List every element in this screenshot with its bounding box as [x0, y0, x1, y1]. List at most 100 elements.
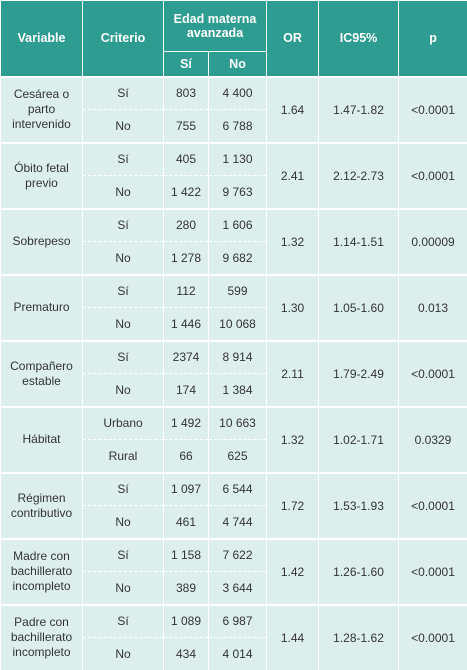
p-cell: 0.013 [399, 275, 467, 341]
header-cell: Criterio [83, 1, 164, 77]
ic-cell: 2.12-2.73 [319, 143, 399, 209]
si-cell: 1 446 [164, 308, 209, 341]
criterio-cell: Sí [83, 539, 164, 572]
criterio-cell: No [83, 308, 164, 341]
criterio-cell: No [83, 506, 164, 539]
ic-cell: 1.28-1.62 [319, 605, 399, 670]
si-cell: 1 097 [164, 473, 209, 506]
criterio-cell: Sí [83, 605, 164, 638]
no-cell: 10 663 [209, 407, 267, 440]
variable-cell: Hábitat [1, 407, 83, 473]
criterio-cell: Rural [83, 440, 164, 473]
p-cell: <0.0001 [399, 143, 467, 209]
ic-cell: 1.26-1.60 [319, 539, 399, 605]
variable-cell: Prematuro [1, 275, 83, 341]
no-cell: 7 622 [209, 539, 267, 572]
si-cell: 1 089 [164, 605, 209, 638]
variable-cell: Madre con bachillerato incompleto [1, 539, 83, 605]
criterio-cell: No [83, 572, 164, 605]
criterio-cell: Sí [83, 209, 164, 242]
si-cell: 389 [164, 572, 209, 605]
ic-cell: 1.79-2.49 [319, 341, 399, 407]
no-cell: 6 788 [209, 110, 267, 143]
variable-cell: Régimen contributivo [1, 473, 83, 539]
si-cell: 405 [164, 143, 209, 176]
si-cell: 803 [164, 77, 209, 110]
si-cell: 112 [164, 275, 209, 308]
table-header: Variable Criterio Edad materna avanzada … [1, 1, 467, 77]
header-cell: p [399, 1, 467, 77]
or-cell: 1.42 [267, 539, 319, 605]
no-cell: 9 682 [209, 242, 267, 275]
no-cell: 3 644 [209, 572, 267, 605]
header-cell: Variable [1, 1, 83, 77]
or-cell: 1.64 [267, 77, 319, 143]
variable-cell: Compañero estable [1, 341, 83, 407]
si-cell: 755 [164, 110, 209, 143]
or-cell: 1.72 [267, 473, 319, 539]
variable-cell: Óbito fetal previo [1, 143, 83, 209]
no-cell: 4 400 [209, 77, 267, 110]
header-cell: Edad materna avanzada [164, 1, 267, 52]
criterio-cell: No [83, 242, 164, 275]
no-cell: 1 606 [209, 209, 267, 242]
or-cell: 2.11 [267, 341, 319, 407]
p-cell: <0.0001 [399, 473, 467, 539]
or-cell: 1.44 [267, 605, 319, 670]
criterio-cell: Urbano [83, 407, 164, 440]
no-cell: 6 544 [209, 473, 267, 506]
si-cell: 174 [164, 374, 209, 407]
criterio-cell: No [83, 374, 164, 407]
no-cell: 4 744 [209, 506, 267, 539]
no-cell: 599 [209, 275, 267, 308]
or-cell: 1.32 [267, 407, 319, 473]
p-cell: <0.0001 [399, 539, 467, 605]
criterio-cell: Sí [83, 77, 164, 110]
header-cell: Sí [164, 52, 209, 77]
or-cell: 1.32 [267, 209, 319, 275]
no-cell: 9 763 [209, 176, 267, 209]
variable-cell: Sobrepeso [1, 209, 83, 275]
header-cell: No [209, 52, 267, 77]
no-cell: 4 014 [209, 638, 267, 670]
header-cell: IC95% [319, 1, 399, 77]
no-cell: 6 987 [209, 605, 267, 638]
or-cell: 2.41 [267, 143, 319, 209]
si-cell: 280 [164, 209, 209, 242]
criterio-cell: Sí [83, 275, 164, 308]
no-cell: 1 130 [209, 143, 267, 176]
criterio-cell: Sí [83, 473, 164, 506]
p-cell: <0.0001 [399, 341, 467, 407]
variable-cell: Padre con bachillerato incompleto [1, 605, 83, 670]
si-cell: 434 [164, 638, 209, 670]
si-cell: 461 [164, 506, 209, 539]
criterio-cell: Sí [83, 341, 164, 374]
header-cell: OR [267, 1, 319, 77]
criterio-cell: No [83, 176, 164, 209]
ic-cell: 1.14-1.51 [319, 209, 399, 275]
no-cell: 10 068 [209, 308, 267, 341]
si-cell: 1 278 [164, 242, 209, 275]
no-cell: 1 384 [209, 374, 267, 407]
ic-cell: 1.02-1.71 [319, 407, 399, 473]
si-cell: 1 422 [164, 176, 209, 209]
p-cell: <0.0001 [399, 77, 467, 143]
p-cell: 0.00009 [399, 209, 467, 275]
si-cell: 1 492 [164, 407, 209, 440]
header-row: Variable Criterio Edad materna avanzada … [1, 1, 467, 52]
no-cell: 8 914 [209, 341, 267, 374]
variable-cell: Cesárea o parto intervenido [1, 77, 83, 143]
si-cell: 2374 [164, 341, 209, 374]
ic-cell: 1.47-1.82 [319, 77, 399, 143]
